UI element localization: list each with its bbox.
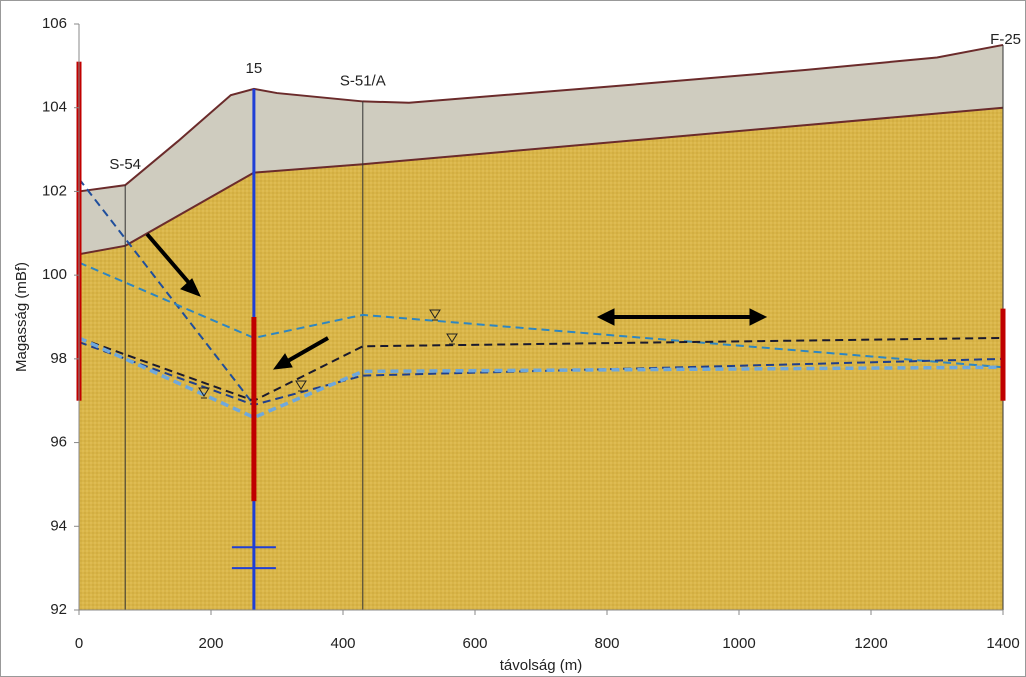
well-label: 15 xyxy=(246,60,263,77)
water-level xyxy=(78,341,1004,406)
well-label: S-51/A xyxy=(340,72,386,89)
y-tick-label: 106 xyxy=(42,15,67,32)
x-axis-label: távolság (m) xyxy=(500,657,583,674)
x-tick-label: 1000 xyxy=(722,635,755,652)
layer-boundary xyxy=(78,43,1004,193)
x-tick-label: 1200 xyxy=(854,635,887,652)
y-tick-label: 96 xyxy=(50,434,67,451)
x-tick-label: 200 xyxy=(198,635,223,652)
y-tick-label: 98 xyxy=(50,350,67,367)
water-symbols xyxy=(198,309,458,399)
well-screen xyxy=(251,317,257,502)
well-label: S-54 xyxy=(109,156,141,173)
x-tick-label: 0 xyxy=(75,635,83,652)
flow-arrows xyxy=(145,232,768,370)
y-tick-label: 100 xyxy=(42,266,67,283)
x-tick-label: 1400 xyxy=(986,635,1019,652)
water-level xyxy=(78,336,1004,402)
x-tick-label: 400 xyxy=(330,635,355,652)
well-label: F-25 xyxy=(990,31,1021,48)
y-tick-label: 94 xyxy=(50,517,67,534)
y-tick-label: 92 xyxy=(50,601,67,618)
water-level xyxy=(78,178,255,406)
y-tick-label: 104 xyxy=(42,99,67,116)
x-tick-label: 600 xyxy=(462,635,487,652)
water-level xyxy=(78,336,1004,420)
water-level xyxy=(78,261,1004,369)
y-axis-label: Magasság (mBf) xyxy=(13,262,30,372)
layer-texture xyxy=(79,107,1003,610)
well-screen xyxy=(1000,308,1006,401)
y-tick-label: 102 xyxy=(42,182,67,199)
x-tick-label: 800 xyxy=(594,635,619,652)
